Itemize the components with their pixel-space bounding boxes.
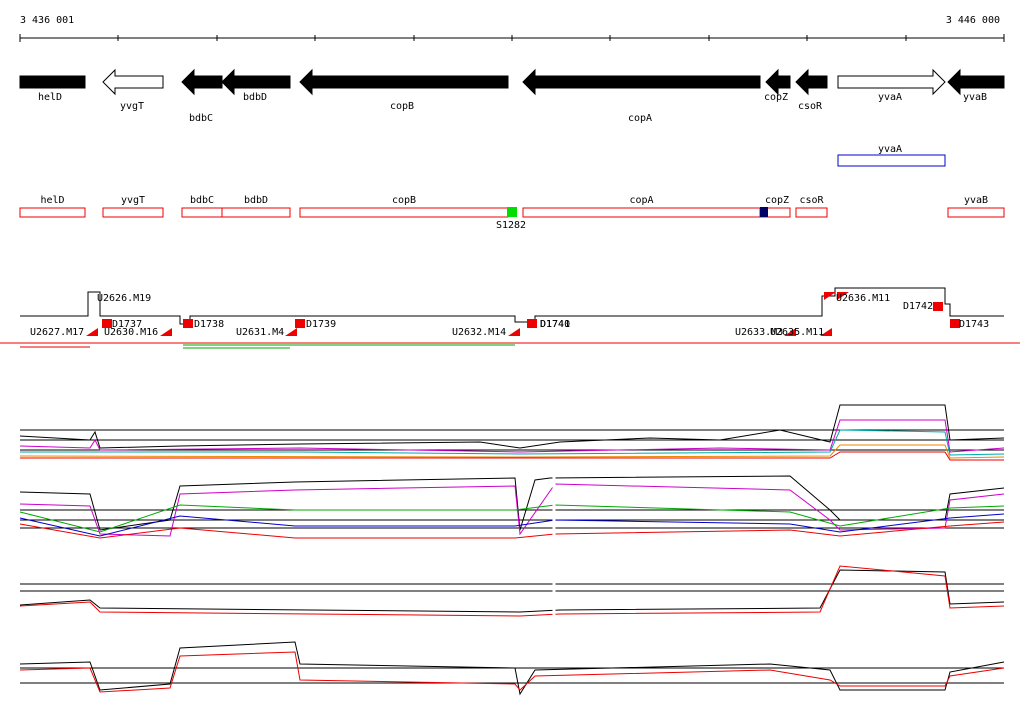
segment-track xyxy=(0,287,1020,349)
gene-label: helD xyxy=(38,92,62,103)
track3-box xyxy=(19,207,86,218)
gene-label: copB xyxy=(390,101,414,112)
segment-label: U2633.M3 xyxy=(735,327,783,338)
segment-label: U2636.M11 xyxy=(836,293,890,304)
track3-box xyxy=(795,207,828,218)
gene-label: bdbD xyxy=(243,92,267,103)
segment-label: D1740 xyxy=(540,319,570,330)
track3-box xyxy=(102,207,164,218)
segment-label: U2627.M17 xyxy=(30,327,84,338)
gene-label: copA xyxy=(628,113,652,124)
track3-label: copA xyxy=(629,195,653,206)
track3-label: copB xyxy=(392,195,416,206)
segment-label: U2630.M16 xyxy=(104,327,158,338)
segment-label: D1738 xyxy=(194,319,224,330)
gene-label: yvgT xyxy=(120,101,144,112)
expression-profiles xyxy=(19,404,1005,696)
gene-label: yvaB xyxy=(963,92,987,103)
track3-box xyxy=(947,207,1005,218)
gene-label: csoR xyxy=(798,101,823,112)
track2-label: yvaA xyxy=(878,144,902,155)
track3-label: helD xyxy=(40,195,64,206)
track3-box xyxy=(522,207,761,218)
track3-label: yvaB xyxy=(964,195,988,206)
gene-arrow xyxy=(102,68,164,96)
gene-arrow xyxy=(221,68,291,96)
track3-box xyxy=(221,207,291,218)
gene-arrow xyxy=(837,68,946,96)
segment-label: D1741 xyxy=(540,319,570,330)
ruler-start: 3 436 001 xyxy=(20,15,74,26)
track2-box xyxy=(837,154,946,167)
marker-blue xyxy=(760,207,768,217)
ruler-end: 3 446 000 xyxy=(946,15,1000,26)
segment-label: U2626.M19 xyxy=(97,293,151,304)
gene-label: copZ xyxy=(764,92,788,103)
track3-box xyxy=(299,207,509,218)
gene-arrow xyxy=(765,68,791,96)
track3-box xyxy=(181,207,223,218)
gene-arrow xyxy=(795,68,828,96)
segment-label: U2631.M4 xyxy=(236,327,284,338)
segment-label: U2632.M14 xyxy=(452,327,506,338)
gene-arrow xyxy=(947,68,1005,96)
segment-label: U2635.M11 xyxy=(770,327,824,338)
track3-label: csoR xyxy=(799,195,824,206)
gene-label: yvaA xyxy=(878,92,902,103)
gene-arrow xyxy=(522,68,761,96)
marker-label: S1282 xyxy=(496,220,526,231)
gene-label: bdbC xyxy=(189,113,213,124)
track3-label: yvgT xyxy=(121,195,145,206)
segment-label: D1737 xyxy=(112,319,142,330)
gene-arrow xyxy=(181,68,223,96)
segment-label: D1742 xyxy=(903,301,933,312)
segment-label: D1739 xyxy=(306,319,336,330)
track3-label: copZ xyxy=(765,195,789,206)
segment-label: D1743 xyxy=(959,319,989,330)
track3-label: bdbC xyxy=(190,195,214,206)
gene-arrow xyxy=(19,75,86,89)
marker-green xyxy=(507,207,517,217)
gene-arrow xyxy=(299,68,509,96)
ruler xyxy=(19,34,1005,42)
track3-label: bdbD xyxy=(244,195,268,206)
